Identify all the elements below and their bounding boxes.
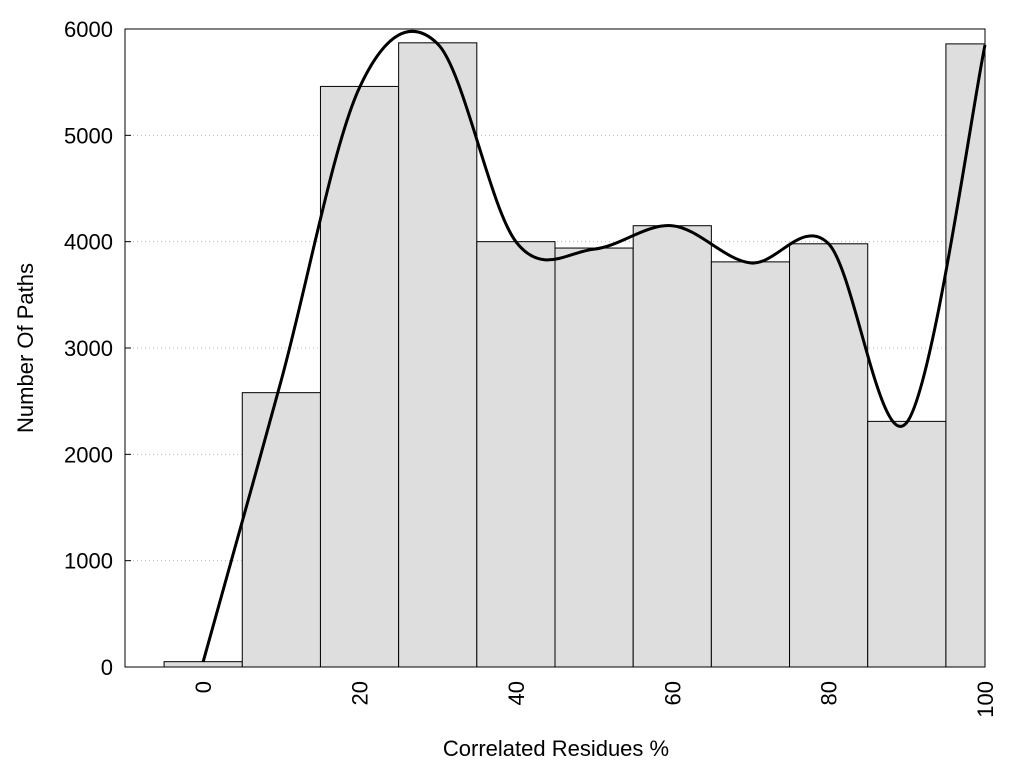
x-tick-label: 80 (817, 681, 842, 705)
y-tick-label: 2000 (64, 442, 113, 467)
density-line (201, 29, 987, 663)
x-tick-label: 0 (191, 681, 216, 693)
bar (163, 661, 243, 667)
bar (398, 42, 478, 667)
plot-area (163, 42, 985, 667)
y-tick-label: 6000 (64, 17, 113, 42)
x-tick-label: 40 (504, 681, 529, 705)
bar (710, 261, 791, 667)
y-tick-label: 4000 (64, 230, 113, 255)
bar (945, 43, 985, 667)
y-axis-title: Number Of Paths (13, 263, 38, 433)
bar (319, 85, 400, 667)
bar (554, 247, 634, 667)
y-tick-label: 1000 (64, 549, 113, 574)
bar (632, 225, 712, 667)
x-tick-label: 60 (660, 681, 685, 705)
bar (789, 243, 869, 667)
x-tick-label: 100 (973, 681, 998, 718)
bar (867, 420, 947, 667)
y-tick-label: 3000 (64, 336, 113, 361)
x-tick-label: 20 (348, 681, 373, 705)
bar (241, 392, 321, 667)
y-tick-label: 5000 (64, 123, 113, 148)
x-axis-title: Correlated Residues % (443, 736, 669, 761)
bar (476, 241, 556, 667)
plot-frame (124, 28, 986, 668)
y-tick-label: 0 (101, 655, 113, 680)
